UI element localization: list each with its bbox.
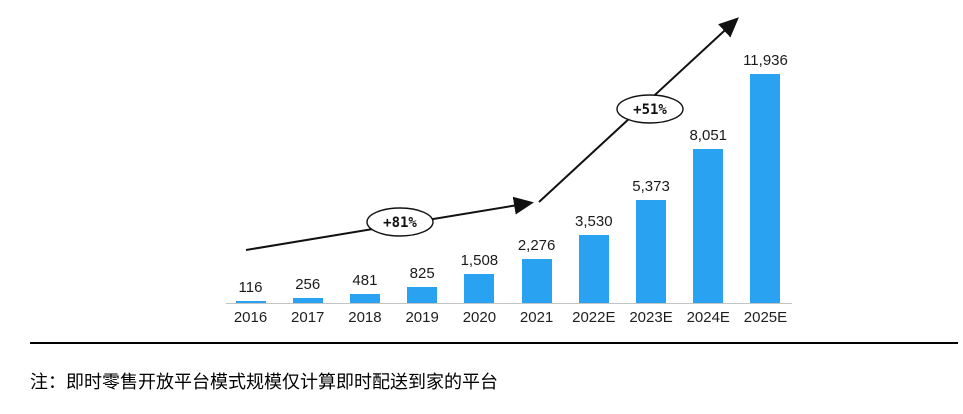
x-axis-label: 2018 — [348, 309, 382, 326]
bar — [292, 298, 323, 303]
bar — [407, 287, 438, 303]
x-axis-label: 2023E — [629, 309, 673, 326]
bar — [693, 149, 724, 303]
footnote: 注：即时零售开放平台模式规模仅计算即时配送到家的平台 — [30, 372, 498, 392]
bar — [464, 274, 495, 303]
bar-group: 825 — [394, 45, 451, 303]
bar-group: 2,276 — [508, 45, 565, 303]
divider-line — [30, 342, 958, 344]
bar-group: 256 — [279, 45, 336, 303]
bar — [235, 301, 266, 303]
bar — [521, 259, 552, 303]
bar-group: 116 — [222, 45, 279, 303]
bar-value-label: 116 — [238, 279, 263, 296]
bar-value-label: 5,373 — [632, 178, 670, 195]
bar-group: 11,936 — [737, 45, 794, 303]
bar-value-label: 1,508 — [460, 252, 499, 269]
x-axis-labels: 2016 2017 2018 2019 2020 2021 2022E 2023E 2024E 2… — [222, 309, 794, 326]
x-axis-line — [226, 303, 792, 304]
bar-group: 481 — [336, 45, 393, 303]
bars-row: 116 256 481 825 1,508 2,276 3,530 5,373 8,051 11,… — [222, 45, 794, 303]
bar — [349, 294, 380, 303]
bar-value-label: 3,530 — [575, 213, 613, 230]
x-axis-label: 2020 — [462, 309, 497, 326]
bar-value-label: 11,936 — [743, 52, 788, 69]
bar-value-label: 825 — [409, 265, 435, 282]
bar-value-label: 8,051 — [689, 127, 728, 144]
bar-value-label: 2,276 — [517, 237, 556, 254]
x-axis-label: 2017 — [291, 309, 325, 326]
bar-group: 3,530 — [565, 45, 622, 303]
x-axis-label: 2016 — [233, 309, 268, 326]
x-axis-label: 2021 — [519, 309, 554, 326]
bar-group: 8,051 — [680, 45, 737, 303]
bar-value-label: 481 — [352, 272, 378, 289]
x-axis-label: 2025E — [743, 309, 788, 326]
bar — [578, 235, 609, 303]
bar — [750, 74, 781, 303]
x-axis-label: 2022E — [572, 309, 616, 326]
bar-group: 5,373 — [623, 45, 680, 303]
bar — [636, 200, 667, 303]
x-axis-label: 2019 — [405, 309, 439, 326]
bar-value-label: 256 — [295, 276, 321, 293]
x-axis-label: 2024E — [686, 309, 730, 326]
bar-group: 1,508 — [451, 45, 508, 303]
